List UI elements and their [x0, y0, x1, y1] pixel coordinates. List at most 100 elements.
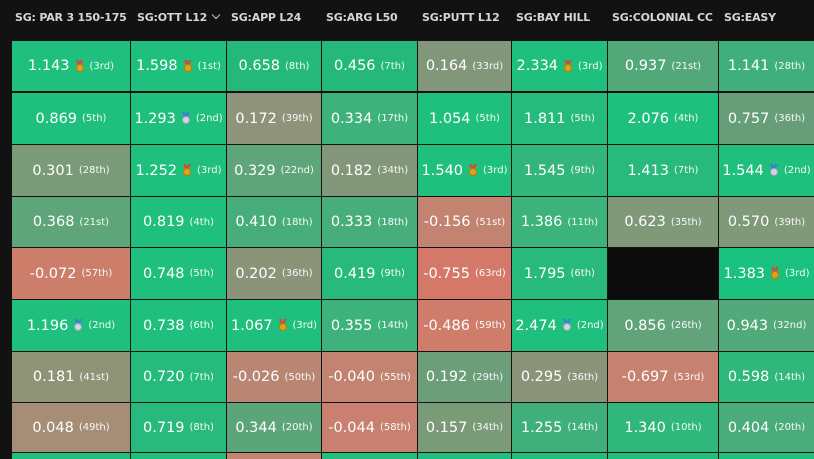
column-header-colonial[interactable]: SG:COLONIAL CC — [612, 0, 713, 41]
stat-value: 0.334 — [330, 110, 373, 127]
stat-value: 0.856 — [624, 317, 666, 334]
stat-rank: (7th) — [380, 60, 405, 72]
stat-cell: 0.334 (17th) — [322, 93, 417, 144]
stat-value: 0.748 — [143, 265, 185, 282]
stat-cell: 0.856 (26th) — [608, 300, 718, 351]
stat-cell: 1.544 (2nd) — [719, 145, 814, 196]
stat-rank: (32nd) — [773, 320, 807, 331]
stat-cell: 0.419 (9th) — [322, 248, 417, 299]
stat-value: 1.383 — [723, 265, 766, 282]
column-header-easy[interactable]: SG:EASY — [724, 0, 776, 41]
stat-value: 0.301 — [32, 162, 74, 179]
stat-rank: (55th) — [379, 371, 411, 383]
column-header-ott[interactable]: SG:OTT L12 — [137, 0, 221, 41]
stat-value: 1.196 — [26, 317, 69, 334]
stat-rank: (3rd) — [292, 320, 317, 331]
stat-value: -0.486 — [423, 317, 470, 334]
stat-rank: (20th) — [281, 422, 313, 433]
stat-rank: (59th) — [474, 320, 506, 331]
table-row[interactable] — [0, 453, 814, 459]
column-header-arg[interactable]: SG:ARG L50 — [326, 0, 398, 41]
stat-value: 1.141 — [727, 58, 770, 74]
stat-rank: (10th) — [670, 422, 702, 433]
stat-cell: 0.333 (18th) — [322, 197, 417, 247]
stat-cell: 0.943 (32nd) — [719, 300, 814, 351]
stat-value: 0.192 — [425, 369, 468, 385]
table-row[interactable]: 0.869 (5th) 1.293 (2nd) 0.172 (39th) 0.334 (17t… — [0, 93, 814, 144]
silver-medal-icon — [769, 164, 779, 177]
stat-cell: -0.755 (63rd) — [418, 248, 511, 299]
stat-rank: (14th) — [774, 371, 806, 383]
stat-rank: (28th) — [774, 60, 806, 72]
stat-value: 0.344 — [235, 419, 277, 436]
table-row[interactable]: 1.196 (2nd) 0.738 (6th) 1.067 (3rd) 0.355 (14th… — [0, 300, 814, 351]
stat-value: 0.937 — [624, 58, 667, 74]
stat-value: 0.404 — [727, 419, 770, 436]
silver-medal-icon — [73, 319, 83, 332]
stat-cell: 0.355 (14th) — [322, 300, 417, 351]
stat-rank: (51st) — [475, 216, 506, 228]
stat-rank: (33rd) — [472, 60, 504, 72]
stat-cell: 0.720 (7th) — [131, 352, 226, 402]
stat-rank: (58th) — [379, 422, 411, 433]
stat-rank: (5th) — [189, 268, 214, 279]
stat-rank: (3rd) — [483, 165, 508, 176]
column-header-putt[interactable]: SG:PUTT L12 — [422, 0, 500, 41]
stat-rank: (41st) — [79, 371, 110, 383]
stat-value: 0.410 — [235, 214, 277, 230]
stat-value: 1.143 — [28, 58, 70, 74]
column-header-label: SG:OTT L12 — [137, 11, 208, 24]
table-row[interactable]: 0.181 (41st) 0.720 (7th) -0.026 (50th) -0.040 (… — [0, 352, 814, 402]
stat-cell: 1.196 (2nd) — [12, 300, 130, 351]
stat-value: 2.474 — [515, 317, 557, 334]
stat-rank: (18th) — [281, 216, 313, 228]
stat-value: 1.795 — [524, 265, 566, 282]
gold-medal-icon — [183, 59, 193, 73]
column-header-par3[interactable]: SG: PAR 3 150-175 — [15, 0, 127, 41]
gold-medal-icon — [75, 59, 85, 73]
stat-value: 0.329 — [234, 162, 276, 179]
stat-rank: (21st) — [79, 216, 110, 228]
stat-cell: 0.172 (39th) — [227, 93, 321, 144]
stat-cell — [512, 453, 607, 459]
stat-cell: 0.456 (7th) — [322, 41, 417, 91]
stat-value: 0.719 — [143, 419, 185, 436]
stat-rank: (53rd) — [673, 371, 705, 383]
stat-rank: (21st) — [671, 60, 702, 72]
stat-cell: 0.623 (35th) — [608, 197, 718, 247]
table-row[interactable]: 0.048 (49th) 0.719 (8th) 0.344 (20th) -0.044 (5… — [0, 403, 814, 452]
stat-value: 0.570 — [727, 214, 770, 230]
stat-value: 0.419 — [334, 265, 376, 282]
stat-cell — [12, 453, 130, 459]
stat-rank: (5th) — [570, 113, 595, 124]
stat-cell — [608, 453, 718, 459]
table-row[interactable]: 1.143 (3rd) 1.598 (1st) 0.658 (8th) 0.456 (7th)… — [0, 41, 814, 91]
stat-value: 1.540 — [421, 162, 464, 179]
table-row[interactable]: 0.368 (21st) 0.819 (4th) 0.410 (18th) 0.333 (18… — [0, 197, 814, 247]
stat-rank: (8th) — [189, 422, 214, 433]
stat-rank: (5th) — [475, 113, 500, 124]
table-row[interactable]: -0.072 (57th) 0.748 (5th) 0.202 (36th) 0.419 (9… — [0, 248, 814, 299]
stat-rank: (39th) — [281, 113, 313, 124]
stat-cell: 0.757 (36th) — [719, 93, 814, 144]
column-header-bay-hill[interactable]: SG:BAY HILL — [516, 0, 590, 41]
stat-value: 0.164 — [425, 58, 468, 74]
table-row[interactable]: 0.301 (28th) 1.252 (3rd) 0.329 (22nd) 0.182 (34… — [0, 145, 814, 196]
stat-cell — [719, 453, 814, 459]
stat-rank: (2nd) — [195, 113, 223, 124]
stat-value: -0.040 — [328, 369, 375, 385]
stat-value: 0.202 — [235, 265, 277, 282]
stat-rank: (22nd) — [280, 165, 314, 176]
stat-rank: (14th) — [567, 422, 599, 433]
stat-rank: (2nd) — [576, 320, 604, 331]
column-header-app[interactable]: SG:APP L24 — [231, 0, 301, 41]
stat-cell: 1.540 (3rd) — [418, 145, 511, 196]
stat-value: -0.044 — [328, 419, 375, 436]
stat-cell — [131, 453, 226, 459]
stats-grid: 1.143 (3rd) 1.598 (1st) 0.658 (8th) 0.456 (7th)… — [0, 41, 814, 459]
stat-cell: 0.869 (5th) — [12, 93, 130, 144]
stat-cell: 0.404 (20th) — [719, 403, 814, 452]
stat-value: 1.386 — [520, 214, 563, 230]
stat-rank: (14th) — [377, 320, 409, 331]
stat-rank: (3rd) — [89, 60, 114, 72]
